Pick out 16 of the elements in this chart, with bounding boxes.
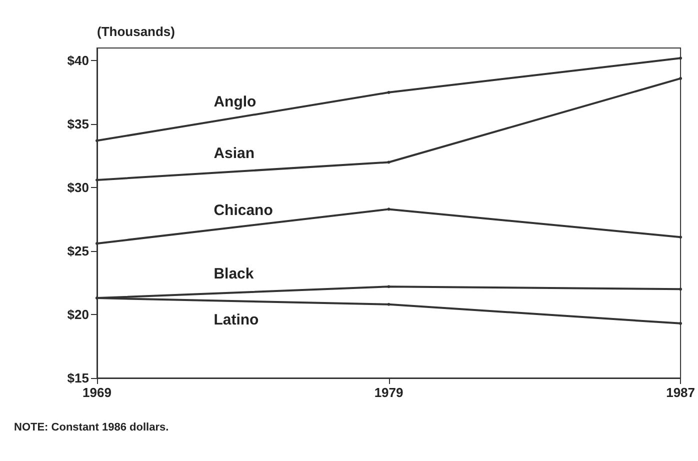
y-tick-label: $20: [67, 307, 89, 322]
y-tick-label: $25: [67, 244, 89, 259]
series-label: Chicano: [214, 202, 273, 219]
series-label: Anglo: [214, 93, 256, 110]
x-tick-label: 1987: [666, 385, 695, 400]
y-tick-label: $40: [67, 53, 89, 68]
series-label: Latino: [214, 312, 259, 329]
y-tick-label: $35: [67, 116, 89, 132]
series-label: Black: [214, 265, 254, 282]
y-axis-title: (Thousands): [97, 24, 175, 39]
y-tick-label: $15: [67, 370, 89, 386]
text: NOTE: Constant 1986 dollars.: [14, 422, 169, 434]
series-label: Asian: [214, 144, 255, 162]
x-tick-label: 1969: [82, 385, 112, 400]
y-tick-label: $30: [67, 180, 89, 196]
x-tick-label: 1979: [374, 385, 404, 400]
